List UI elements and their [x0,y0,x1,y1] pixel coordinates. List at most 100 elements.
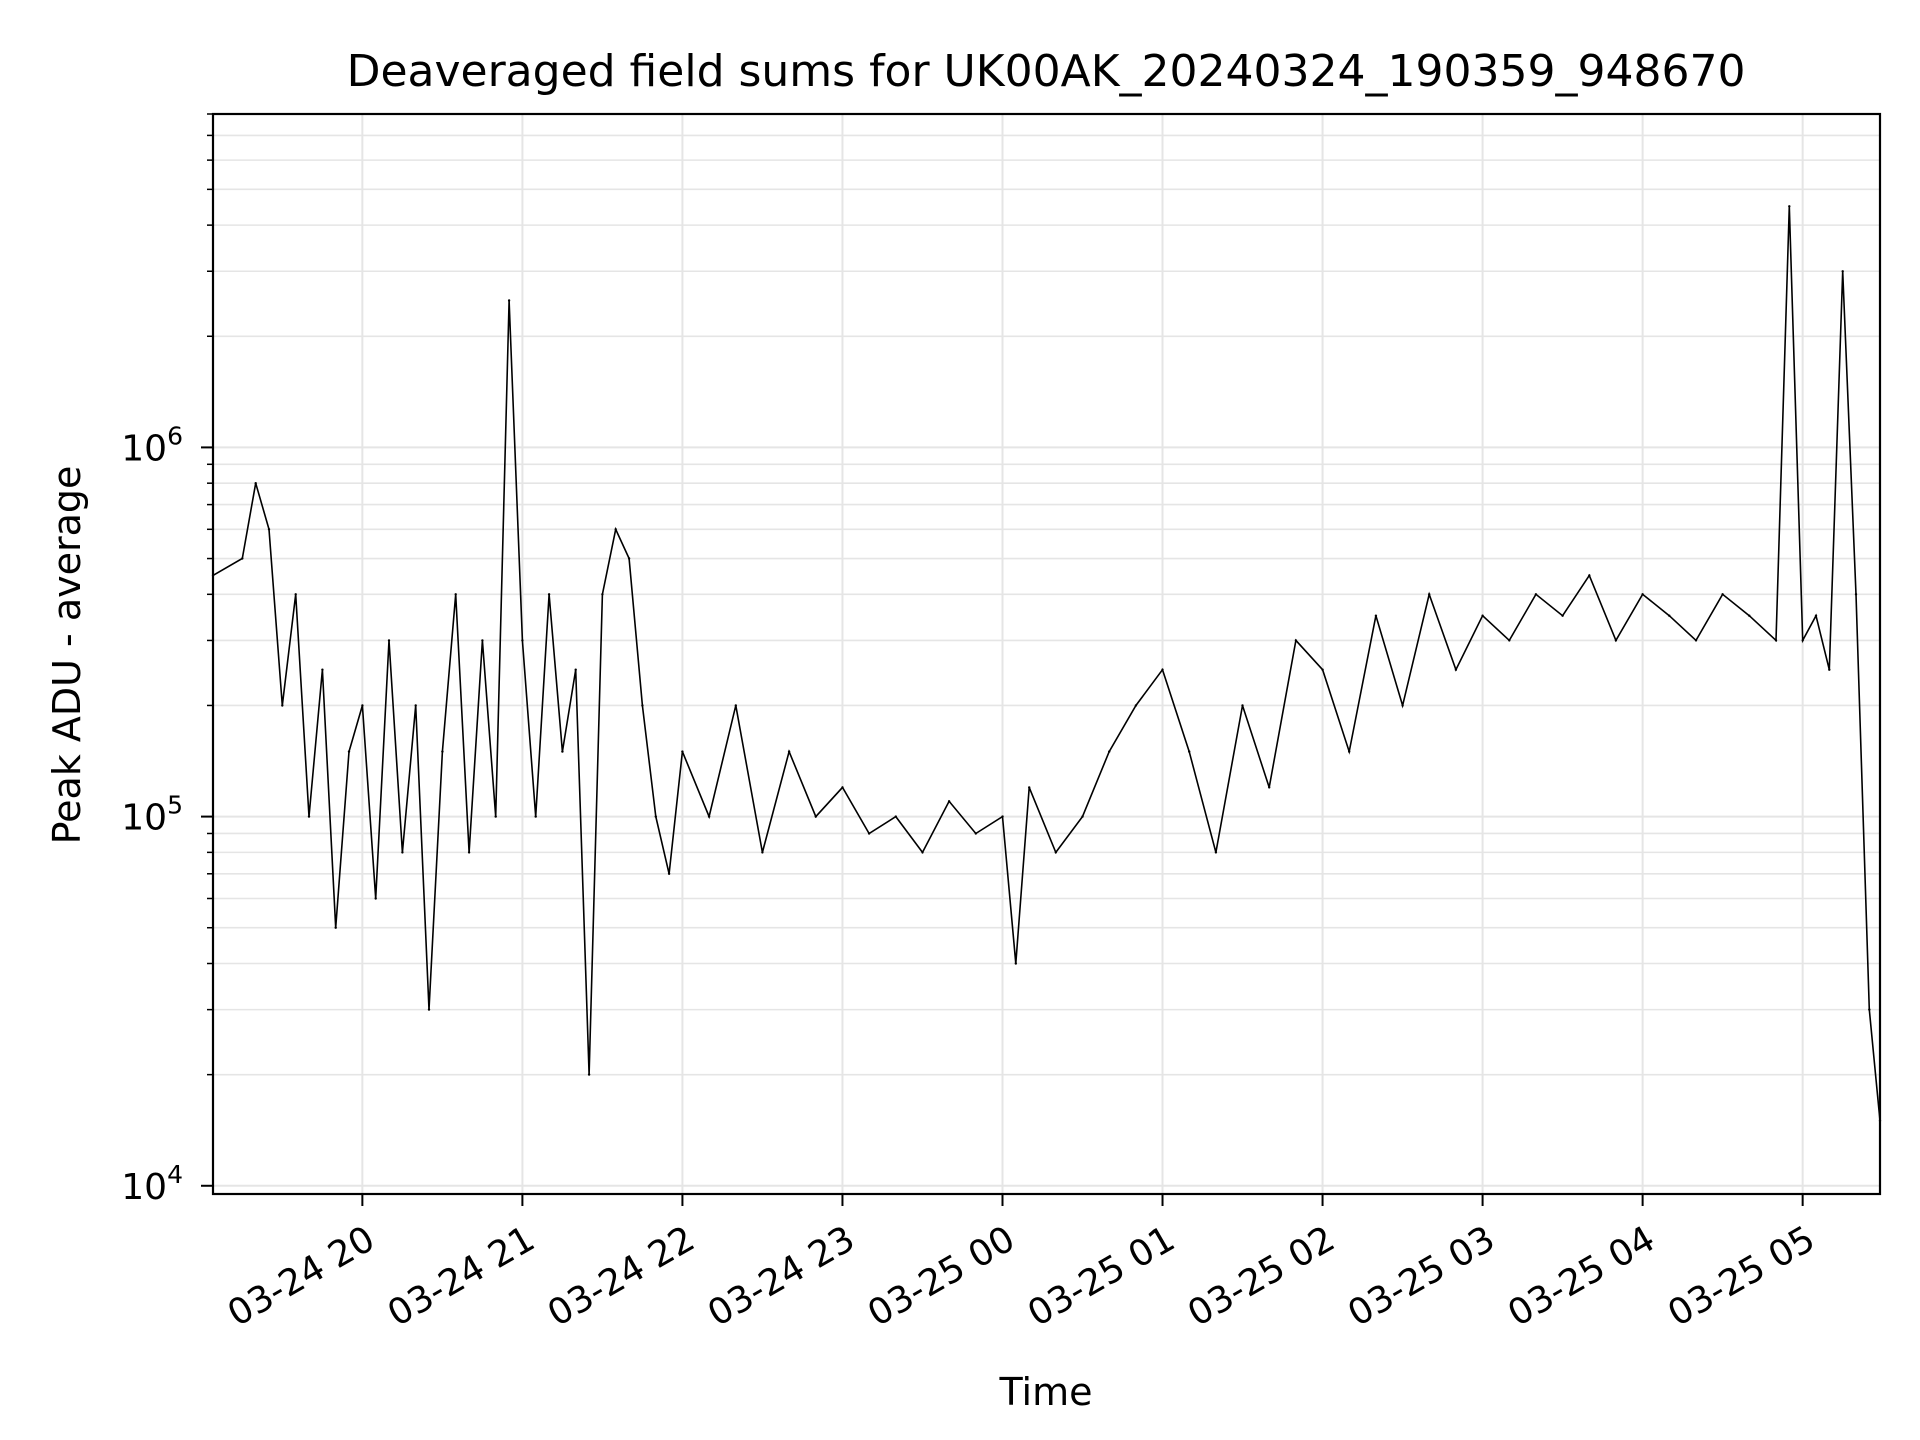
data-point [1428,593,1431,596]
data-point [1028,786,1031,789]
data-point [734,704,737,707]
data-point [361,704,364,707]
data-point [1868,1008,1871,1011]
data-point [467,851,471,854]
y-axis-label: Peak ADU - average [45,466,89,845]
data-point [627,557,631,560]
data-point [1214,851,1218,854]
x-tick-label: 03-24 23 [701,1218,862,1334]
data-point [1614,639,1618,642]
data-point [387,639,391,642]
data-point [281,704,284,707]
data-point [654,815,657,818]
data-point [241,557,244,560]
x-axis-label: Time [999,1370,1093,1414]
data-point [1641,593,1644,596]
data-point [574,668,577,671]
data-point [1668,614,1671,617]
data-point [587,1073,591,1076]
data-point [521,639,524,642]
series-line-0 [212,206,1881,1121]
x-tick-label: 03-25 02 [1181,1218,1342,1334]
data-point [534,815,537,818]
data-point [1268,786,1271,789]
data-point [1374,614,1378,617]
x-tick-label: 03-25 00 [861,1218,1022,1334]
data-point [974,832,977,835]
y-gridlines [213,113,1880,1187]
data-point [761,851,764,854]
data-point [347,750,351,753]
data-point [507,299,511,302]
data-point [1294,639,1298,642]
data-point [547,593,551,596]
data-point [441,750,444,753]
data-point [1828,668,1831,671]
data-point [1454,668,1458,671]
data-point [1348,750,1351,753]
x-gridlines [361,114,1804,1194]
data-point [1081,815,1084,818]
x-tick-label: 03-24 21 [381,1218,542,1334]
data-point [1481,614,1484,617]
data-point [294,593,297,596]
data-point [1241,704,1244,707]
data-point [1108,750,1111,753]
data-point [1588,574,1591,577]
data-point [601,593,604,596]
data-point [334,926,337,929]
data-point [374,897,377,900]
data-point [454,593,457,596]
x-tick-label: 03-25 05 [1661,1218,1822,1334]
data-point [1401,704,1404,707]
data-point [1841,270,1844,273]
data-point [1721,593,1724,596]
x-tick-label: 03-25 03 [1341,1218,1502,1334]
data-point [1788,205,1791,208]
data-point [494,815,497,818]
x-tick-label: 03-24 22 [541,1218,702,1334]
data-point [1014,962,1017,965]
data-point [1188,750,1191,753]
x-tick-label: 03-24 20 [221,1218,382,1334]
y-axis: 104 105 106 [121,113,213,1208]
y-tick-label: 106 [121,421,183,469]
data-point [1161,668,1164,671]
data-point [667,872,671,875]
data-point [641,704,644,707]
data-point [1561,614,1564,617]
data-point [894,815,897,818]
x-tick-label: 03-25 04 [1501,1218,1662,1334]
data-point [1748,614,1751,617]
data-point [1534,593,1538,596]
data-point [947,800,951,803]
data-point [1814,614,1818,617]
data-point [841,786,844,789]
data-point [1694,639,1698,642]
data-point [1508,639,1511,642]
data-point [1054,851,1058,854]
x-axis: 03-24 20 03-24 21 03-24 22 03-24 23 03-25 00… [221,1194,1822,1335]
data-point [267,528,271,531]
series-layer [211,205,1882,1123]
data-point [414,704,417,707]
data-point [1134,704,1138,707]
data-point [401,851,404,854]
data-point [1774,639,1778,642]
data-point [1801,639,1804,642]
data-point [707,815,711,818]
data-point [681,750,684,753]
data-point [307,815,311,818]
data-point [561,750,564,753]
plot-frame [211,112,1882,1196]
data-point [787,750,791,753]
data-point [814,815,817,818]
y-tick-label: 105 [121,791,183,839]
data-point [321,668,324,671]
data-point [427,1008,431,1011]
data-point [1321,668,1324,671]
data-point [481,639,484,642]
data-point [921,851,924,854]
y-tick-label: 104 [121,1160,183,1208]
